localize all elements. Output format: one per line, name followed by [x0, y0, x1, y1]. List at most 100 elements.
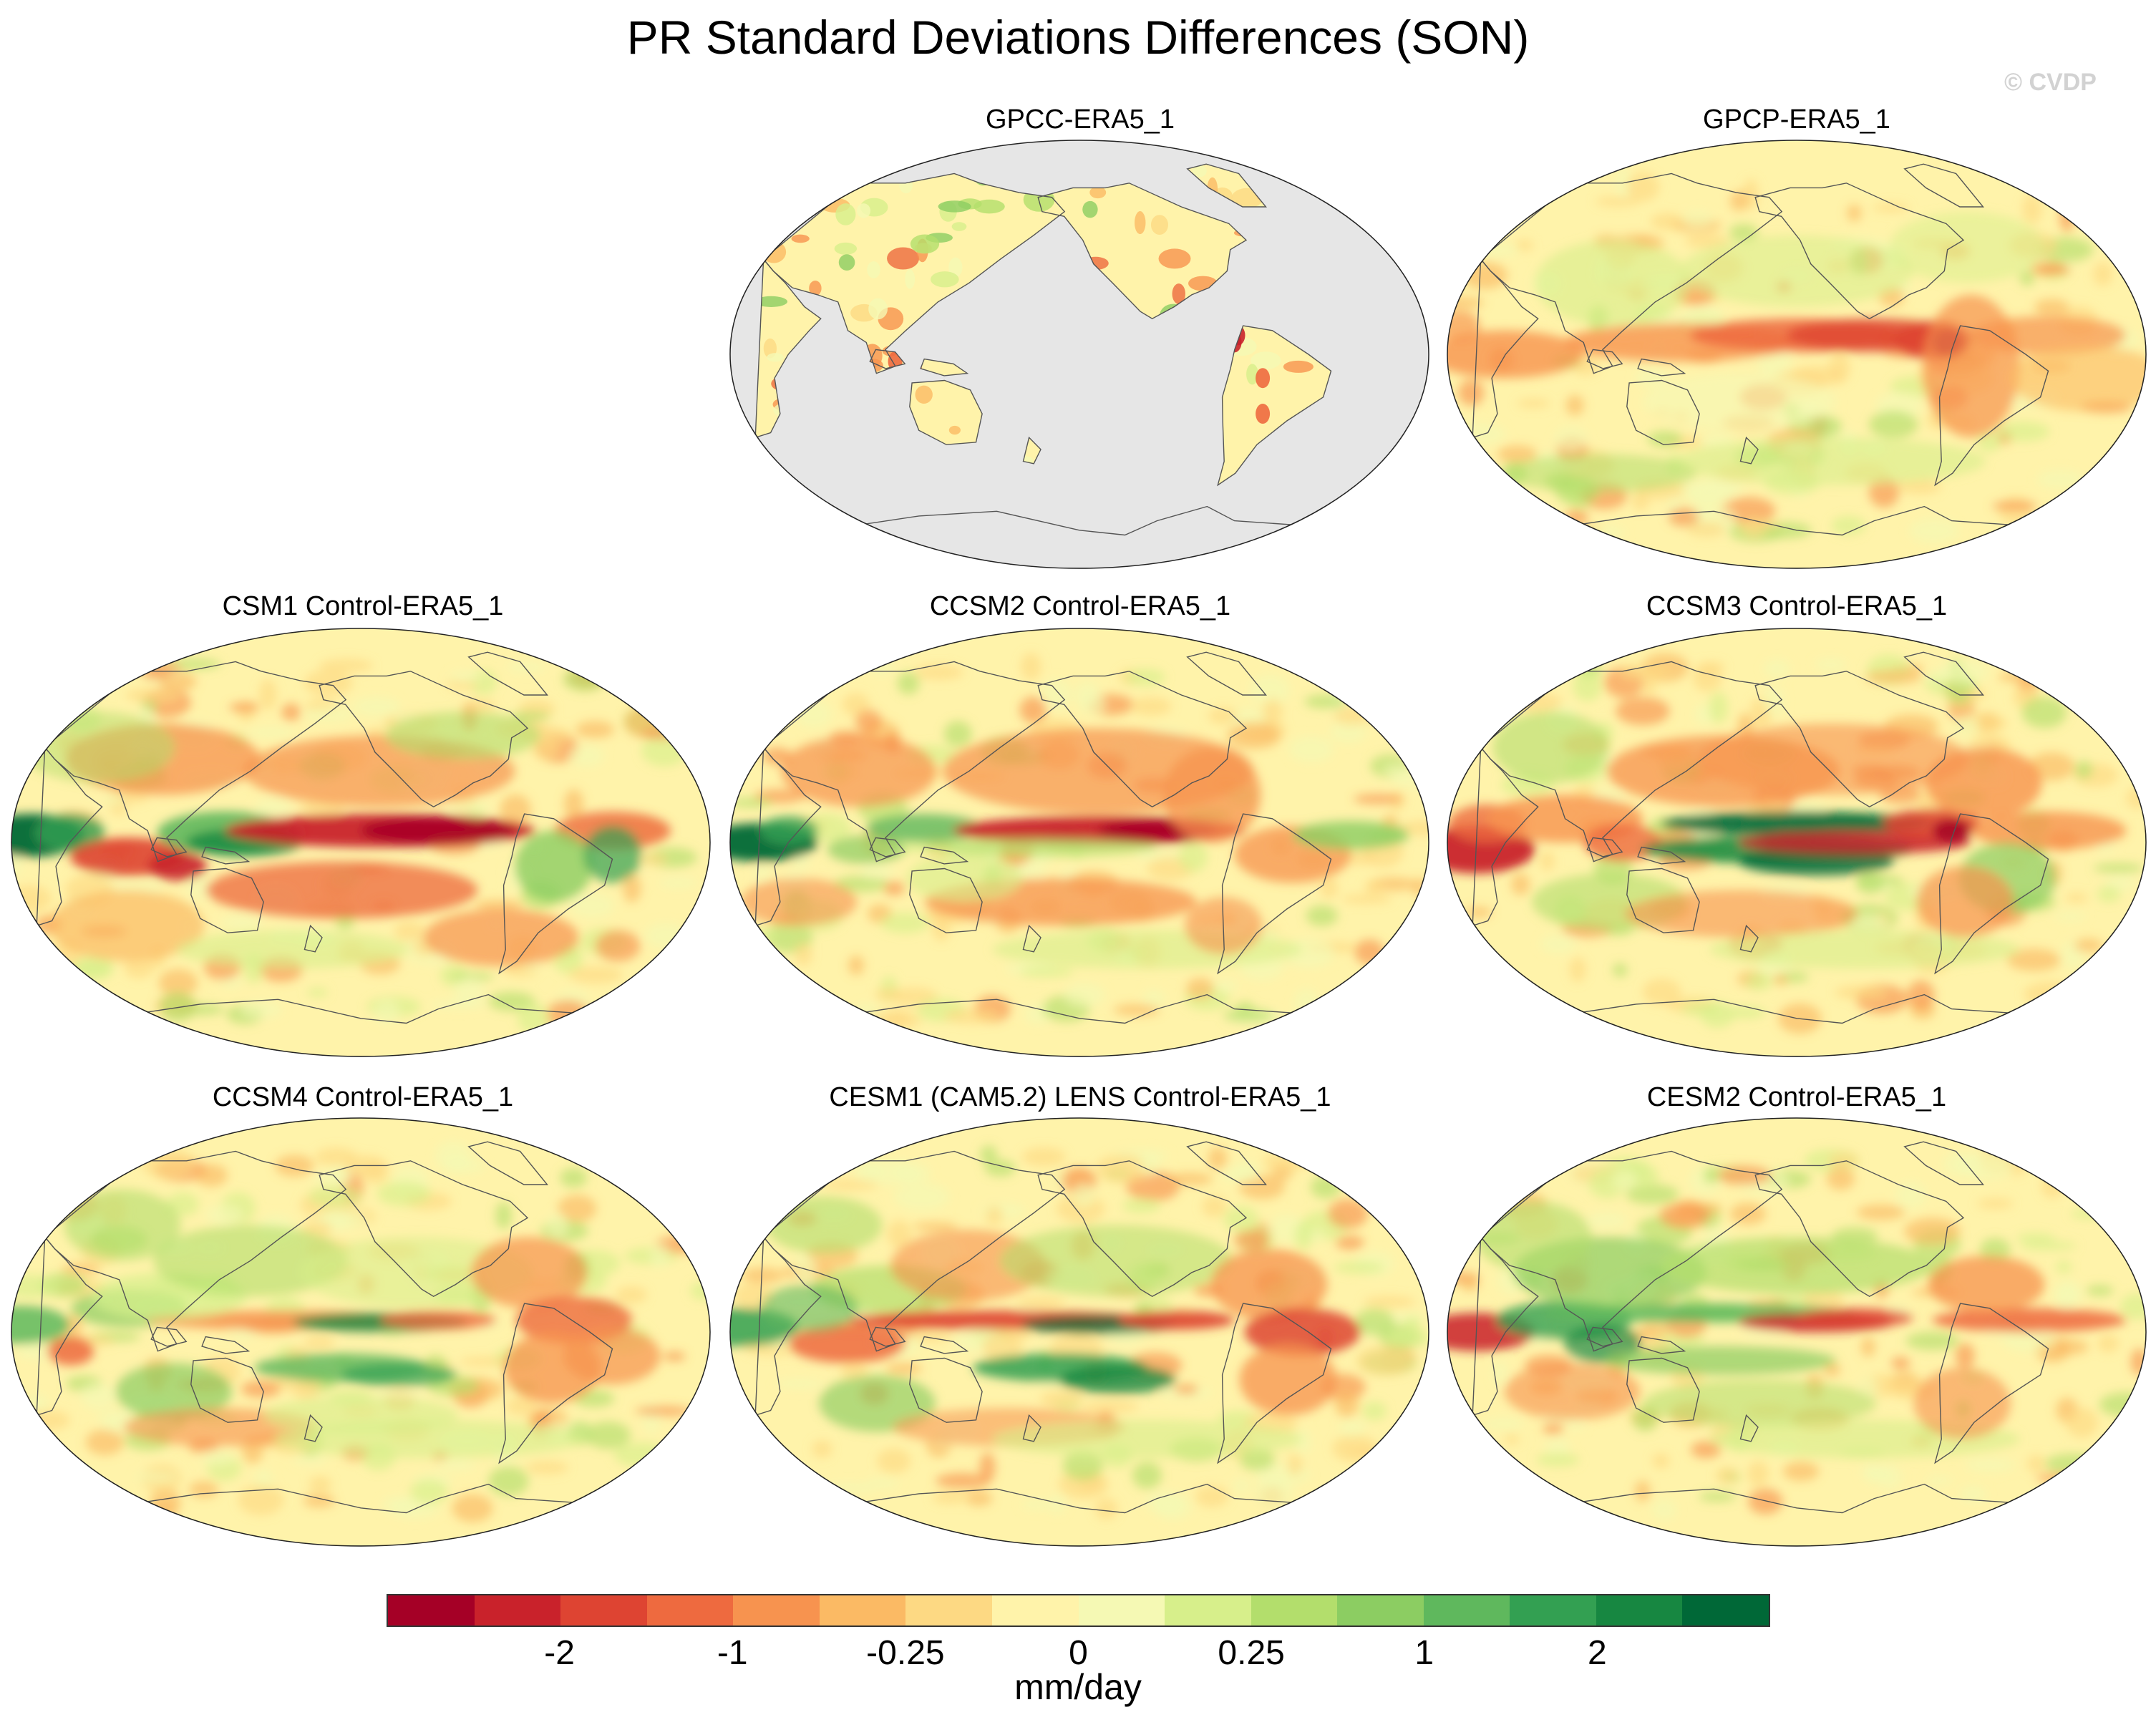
- anomaly-texture: [986, 1206, 1003, 1225]
- anomaly-region: [924, 837, 1157, 857]
- anomaly-texture: [1709, 691, 1728, 724]
- anomaly-texture: [1991, 501, 2038, 511]
- coastline: [869, 349, 906, 369]
- anomaly-texture: [1021, 653, 1041, 681]
- anomaly-region: [263, 1396, 458, 1434]
- anomaly-texture: [460, 1356, 513, 1366]
- anomaly-texture: [254, 798, 291, 821]
- anomaly-texture: [23, 1410, 70, 1430]
- colorbar-cell: [1423, 1595, 1510, 1625]
- anomaly-region: [1675, 437, 1986, 485]
- anomaly-texture: [1223, 1009, 1274, 1022]
- anomaly-texture: [1908, 517, 1959, 544]
- anomaly-texture: [1953, 716, 1980, 737]
- anomaly-texture: [1540, 934, 1576, 954]
- anomaly-texture: [1492, 1361, 1508, 1385]
- coastline: [762, 172, 1066, 374]
- anomaly-texture: [1208, 707, 1238, 724]
- anomaly-texture: [2022, 194, 2042, 224]
- anomaly-texture: [1566, 1419, 1586, 1430]
- anomaly-texture: [443, 1158, 486, 1175]
- anomaly-texture: [943, 721, 972, 747]
- anomaly-speckle: [838, 254, 855, 271]
- anomaly-region: [1535, 240, 1691, 326]
- anomaly-texture: [1691, 1441, 1722, 1459]
- anomaly-texture: [453, 976, 485, 1006]
- anomaly-texture: [875, 987, 902, 1002]
- anomaly-texture: [1304, 694, 1346, 709]
- colorbar-cell: [1337, 1595, 1424, 1625]
- anomaly-texture: [1465, 906, 1492, 918]
- coastline: [855, 1483, 1304, 1546]
- coastline: [1754, 183, 1965, 320]
- anomaly-texture: [1041, 679, 1072, 710]
- anomaly-texture: [1387, 1328, 1429, 1348]
- anomaly-texture: [822, 1180, 878, 1190]
- anomaly-texture: [1763, 686, 1785, 716]
- anomaly-texture: [1255, 1477, 1293, 1508]
- anomaly-speckle: [1246, 364, 1258, 385]
- panel-title-cesm1: CESM1 (CAM5.2) LENS Control-ERA5_1: [829, 1082, 1331, 1112]
- anomaly-texture: [2093, 262, 2113, 286]
- coastline: [762, 1150, 1066, 1352]
- colorbar-cell: [1596, 1595, 1683, 1625]
- anomaly-texture: [1586, 1212, 1628, 1229]
- anomaly-region: [470, 1237, 588, 1308]
- anomaly-texture: [1019, 967, 1074, 977]
- anomaly-region: [49, 890, 205, 962]
- coastline: [1186, 163, 1267, 208]
- map-panel-gpcc: [729, 140, 1429, 569]
- anomaly-region: [2008, 344, 2146, 412]
- anomaly-texture: [1684, 303, 1723, 327]
- anomaly-region: [1709, 930, 2021, 969]
- anomaly-texture: [1511, 873, 1530, 895]
- anomaly-region: [1642, 373, 1837, 431]
- anomaly-texture: [1729, 223, 1759, 241]
- anomaly-texture: [880, 913, 930, 933]
- anomaly-region: [759, 816, 818, 845]
- anomaly-texture: [623, 874, 641, 903]
- anomaly-texture: [85, 1429, 124, 1455]
- map-panel-ccsm4: [11, 1117, 711, 1547]
- coastline: [136, 993, 586, 1056]
- colorbar: [387, 1594, 1770, 1627]
- anomaly-region: [1889, 211, 2045, 283]
- panel-title-ccsm3: CCSM3 Control-ERA5_1: [1646, 591, 1948, 621]
- map-border: [11, 1117, 711, 1547]
- anomaly-texture: [2056, 1260, 2072, 1273]
- anomaly-texture: [931, 1492, 969, 1504]
- map-border: [729, 1117, 1429, 1547]
- anomaly-texture: [644, 923, 687, 948]
- anomaly-texture: [1294, 1221, 1313, 1250]
- anomaly-region: [866, 814, 983, 842]
- anomaly-region: [1928, 1255, 2045, 1313]
- anomaly-region: [1210, 1248, 1328, 1321]
- anomaly-texture: [1650, 213, 1684, 230]
- coastline: [1572, 505, 2021, 568]
- coastline: [190, 868, 264, 933]
- anomaly-texture: [1049, 1494, 1066, 1515]
- anomaly-texture: [1897, 480, 1941, 495]
- anomaly-speckle: [1150, 215, 1168, 235]
- anomaly-texture: [319, 659, 374, 673]
- anomaly-texture: [363, 1162, 389, 1184]
- anomaly-texture: [382, 1496, 417, 1515]
- anomaly-texture: [1616, 696, 1670, 726]
- panel-title-cesm2: CESM2 Control-ERA5_1: [1646, 1082, 1947, 1112]
- anomaly-region: [1625, 890, 1858, 938]
- anomaly-region: [583, 825, 642, 883]
- anomaly-texture: [1860, 1337, 1875, 1357]
- coastline: [1754, 1160, 1965, 1298]
- anomaly-texture: [374, 999, 400, 1024]
- map-panel-ccsm2: [729, 628, 1429, 1057]
- coastline: [1637, 358, 1686, 376]
- anomaly-texture: [840, 1361, 868, 1379]
- colorbar-tick-label: 1: [1414, 1634, 1434, 1672]
- anomaly-texture: [1040, 1390, 1084, 1409]
- anomaly-texture: [525, 1461, 569, 1474]
- anomaly-region: [563, 1327, 661, 1385]
- anomaly-texture: [2070, 1208, 2109, 1220]
- coastline: [1626, 868, 1700, 933]
- anomaly-speckle: [1089, 186, 1107, 199]
- anomaly-texture: [292, 1384, 319, 1399]
